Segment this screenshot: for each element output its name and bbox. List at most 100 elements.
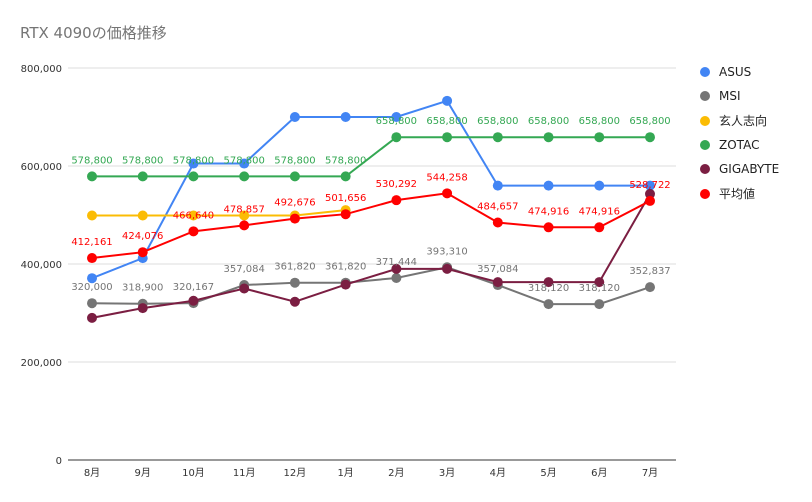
data-point-zotac (645, 132, 655, 143)
data-label-zotac: 578,800 (122, 155, 163, 166)
data-label-msi: 320,000 (71, 282, 112, 293)
series-line-msi (91, 266, 651, 306)
data-point-gigabyte (87, 312, 97, 323)
x-tick-label: 8月 (84, 467, 100, 479)
legend-item: ZOTAC (700, 133, 779, 157)
data-point-zotac (289, 171, 300, 182)
x-tick-label: 7月 (642, 467, 658, 479)
y-tick-label: 200,000 (21, 358, 62, 369)
data-point-gigabyte (188, 295, 199, 306)
data-point-平均値 (340, 209, 351, 220)
data-label-zotac: 658,800 (528, 116, 569, 127)
legend-label: ASUS (719, 65, 752, 80)
legend-label: 平均値 (719, 187, 756, 202)
data-label-平均値: 501,656 (325, 193, 366, 204)
data-point-平均値 (87, 253, 97, 264)
data-label-msi: 361,820 (325, 262, 366, 273)
data-point-msi (87, 298, 97, 309)
data-label-平均値: 528,722 (629, 180, 670, 191)
x-tick-label: 10月 (182, 467, 205, 479)
data-point-msi (391, 272, 402, 283)
data-point-玄人志向 (188, 210, 199, 221)
data-label-msi: 393,310 (426, 246, 467, 257)
data-point-平均値 (543, 222, 554, 233)
legend-marker (700, 91, 710, 102)
y-tick-label: 0 (56, 456, 62, 467)
x-tick-label: 2月 (388, 467, 404, 479)
data-point-平均値 (188, 226, 199, 237)
data-point-gigabyte (289, 296, 300, 307)
data-point-msi (594, 299, 605, 310)
data-point-zotac (137, 171, 148, 182)
data-point-asus (492, 180, 503, 191)
data-point-平均値 (645, 195, 655, 206)
data-label-msi: 318,120 (579, 283, 620, 294)
data-point-平均値 (137, 247, 148, 258)
x-tick-label: 1月 (337, 467, 353, 479)
legend-label: GIGABYTE (719, 162, 780, 177)
data-label-zotac: 658,800 (376, 116, 417, 127)
legend-marker (700, 164, 710, 175)
data-point-asus (391, 112, 402, 122)
data-label-zotac: 578,800 (325, 155, 366, 166)
legend-item: GIGABYTE (700, 157, 779, 181)
data-point-zotac (340, 171, 351, 182)
data-point-平均値 (239, 220, 250, 231)
legend-marker (700, 67, 710, 78)
data-point-asus (289, 112, 300, 122)
data-point-asus (543, 180, 554, 191)
data-point-gigabyte (239, 283, 250, 294)
data-label-平均値: 478,857 (224, 204, 265, 215)
data-point-zotac (543, 132, 554, 143)
data-point-zotac (87, 171, 97, 182)
chart-legend: ASUS MSI 玄人志向 ZOTAC GIGABYTE 平均値 (700, 60, 779, 206)
legend-marker (700, 140, 710, 151)
data-label-msi: 352,837 (629, 266, 670, 277)
data-label-msi: 318,120 (528, 283, 569, 294)
data-label-msi: 361,820 (274, 262, 315, 273)
y-tick-label: 800,000 (21, 64, 62, 75)
data-point-zotac (239, 171, 250, 182)
data-point-asus (340, 112, 351, 122)
x-tick-label: 12月 (284, 467, 307, 479)
data-label-msi: 320,167 (173, 282, 214, 293)
data-label-zotac: 658,800 (629, 116, 670, 127)
data-label-平均値: 412,161 (71, 237, 112, 248)
x-tick-label: 4月 (490, 467, 506, 479)
data-point-zotac (594, 132, 605, 143)
data-point-gigabyte (645, 188, 655, 199)
data-point-asus (188, 158, 199, 169)
legend-item: 玄人志向 (700, 109, 779, 133)
y-tick-label: 600,000 (21, 162, 62, 173)
data-point-asus (87, 273, 97, 284)
legend-item: MSI (700, 84, 779, 108)
data-point-平均値 (289, 213, 300, 224)
data-point-gigabyte (137, 303, 148, 314)
data-label-zotac: 578,800 (173, 155, 214, 166)
data-point-msi (543, 299, 554, 310)
data-point-gigabyte (442, 263, 453, 274)
x-tick-label: 5月 (540, 467, 556, 479)
data-point-玄人志向 (87, 210, 97, 221)
data-point-平均値 (492, 217, 503, 228)
data-point-zotac (492, 132, 503, 143)
x-tick-label: 9月 (135, 467, 151, 479)
x-tick-label: 3月 (439, 467, 455, 479)
x-tick-label: 11月 (233, 467, 256, 479)
data-point-asus (594, 180, 605, 191)
legend-item: 平均値 (700, 181, 779, 205)
series-line-gigabyte (91, 193, 651, 319)
data-label-msi: 371,444 (376, 257, 417, 268)
x-tick-label: 6月 (591, 467, 607, 479)
data-point-asus (645, 180, 655, 191)
data-label-msi: 357,084 (224, 264, 265, 275)
data-point-gigabyte (340, 279, 351, 290)
data-label-平均値: 544,258 (426, 172, 467, 183)
data-label-zotac: 578,800 (224, 155, 265, 166)
data-point-msi (645, 282, 655, 293)
data-point-gigabyte (391, 263, 402, 274)
data-point-msi (289, 277, 300, 288)
data-point-平均値 (391, 195, 402, 206)
data-point-asus (442, 95, 453, 106)
